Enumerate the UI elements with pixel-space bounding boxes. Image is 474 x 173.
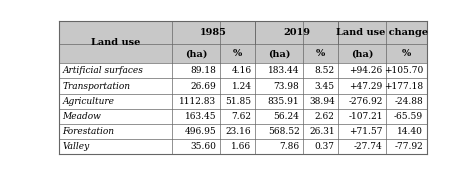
Text: Transportation: Transportation (62, 81, 130, 90)
Text: 26.69: 26.69 (191, 81, 216, 90)
Text: 183.44: 183.44 (268, 66, 300, 75)
Text: 1.24: 1.24 (231, 81, 252, 90)
Bar (219, 21, 221, 44)
Text: Agriculture: Agriculture (62, 97, 114, 106)
Text: Forestation: Forestation (62, 127, 114, 136)
Text: %: % (316, 49, 326, 58)
Text: 7.86: 7.86 (279, 142, 300, 151)
Bar (59, 139, 427, 154)
Text: -65.59: -65.59 (394, 112, 423, 121)
Text: Valley: Valley (62, 142, 90, 151)
Text: 568.52: 568.52 (268, 127, 300, 136)
Bar (59, 109, 427, 124)
Text: 8.52: 8.52 (315, 66, 335, 75)
Text: -276.92: -276.92 (348, 97, 383, 106)
Text: 1985: 1985 (200, 28, 227, 37)
Text: +105.70: +105.70 (383, 66, 423, 75)
Text: 835.91: 835.91 (268, 97, 300, 106)
Bar (59, 124, 427, 139)
Text: Land use change: Land use change (337, 28, 428, 37)
Text: 4.16: 4.16 (231, 66, 252, 75)
Text: -24.88: -24.88 (394, 97, 423, 106)
Text: 1.66: 1.66 (231, 142, 252, 151)
Bar (59, 21, 427, 63)
Text: -107.21: -107.21 (348, 112, 383, 121)
Text: Land use: Land use (91, 38, 140, 47)
Text: 14.40: 14.40 (397, 127, 423, 136)
Text: (ha): (ha) (268, 49, 291, 58)
Text: +47.29: +47.29 (349, 81, 383, 90)
Text: 496.95: 496.95 (184, 127, 216, 136)
Text: +94.26: +94.26 (349, 66, 383, 75)
Text: 51.85: 51.85 (225, 97, 252, 106)
Text: (ha): (ha) (185, 49, 207, 58)
Text: 56.24: 56.24 (273, 112, 300, 121)
Text: 2.62: 2.62 (315, 112, 335, 121)
Text: 1112.83: 1112.83 (179, 97, 216, 106)
Text: 35.60: 35.60 (191, 142, 216, 151)
Bar (59, 94, 427, 109)
Text: +177.18: +177.18 (384, 81, 423, 90)
Bar (385, 21, 387, 44)
Text: +71.57: +71.57 (349, 127, 383, 136)
Text: 38.94: 38.94 (309, 97, 335, 106)
Bar (59, 63, 427, 79)
Text: 89.18: 89.18 (191, 66, 216, 75)
Text: 0.37: 0.37 (315, 142, 335, 151)
Text: -27.74: -27.74 (354, 142, 383, 151)
Text: 2019: 2019 (283, 28, 310, 37)
Text: %: % (233, 49, 242, 58)
Text: 7.62: 7.62 (231, 112, 252, 121)
Text: Meadow: Meadow (62, 112, 101, 121)
Text: 3.45: 3.45 (315, 81, 335, 90)
Text: Artificial surfaces: Artificial surfaces (62, 66, 143, 75)
Bar (59, 79, 427, 94)
Text: (ha): (ha) (351, 49, 374, 58)
Text: 73.98: 73.98 (274, 81, 300, 90)
Bar (302, 21, 304, 44)
Text: %: % (402, 49, 411, 58)
Text: 163.45: 163.45 (184, 112, 216, 121)
Text: -77.92: -77.92 (394, 142, 423, 151)
Text: 26.31: 26.31 (309, 127, 335, 136)
Text: 23.16: 23.16 (226, 127, 252, 136)
